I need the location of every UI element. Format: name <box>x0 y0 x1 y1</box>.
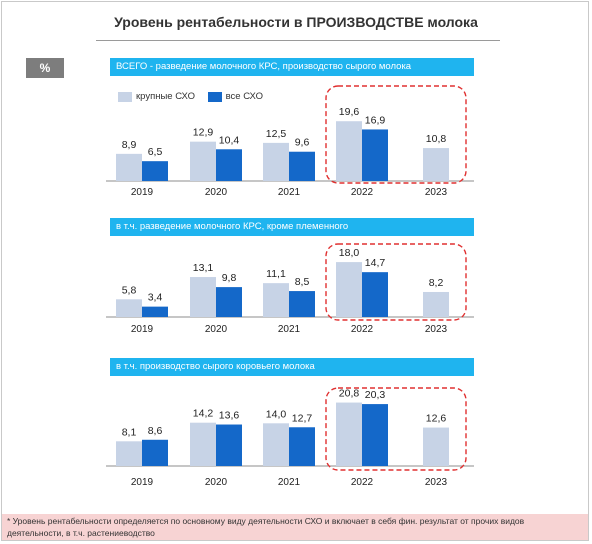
footnote: * Уровень рентабельности определяется по… <box>2 514 588 540</box>
bar-all-1-1 <box>216 287 242 317</box>
value-label-large-1-4: 8,2 <box>429 277 444 289</box>
bar-large-1-0 <box>116 299 142 317</box>
value-label-large-2-2: 14,0 <box>266 408 287 420</box>
bar-large-2-0 <box>116 441 142 466</box>
highlight-box-1 <box>325 243 467 321</box>
tick-label-0-0: 2019 <box>131 187 154 198</box>
legend-item-all: все СХО <box>207 91 263 102</box>
value-label-all-2-1: 13,6 <box>219 410 240 422</box>
value-label-all-1-3: 14,7 <box>365 257 386 269</box>
value-label-all-2-0: 8,6 <box>148 425 163 437</box>
bar-all-0-3 <box>362 129 388 181</box>
bar-all-2-1 <box>216 424 242 466</box>
value-label-all-1-1: 9,8 <box>222 272 237 284</box>
value-label-large-1-2: 11,1 <box>266 268 286 280</box>
value-label-large-0-4: 10,8 <box>426 133 447 145</box>
tick-label-0-4: 2023 <box>425 187 448 198</box>
highlight-box-0 <box>325 85 467 184</box>
legend-swatch-large <box>118 91 132 102</box>
value-label-large-0-0: 8,9 <box>122 139 137 151</box>
tick-label-1-4: 2023 <box>425 324 448 335</box>
bar-all-2-3 <box>362 404 388 466</box>
bar-large-0-0 <box>116 153 142 181</box>
bar-large-0-4 <box>423 148 449 181</box>
bar-large-2-1 <box>190 422 216 466</box>
value-label-large-1-0: 5,8 <box>122 284 137 296</box>
bar-all-2-0 <box>142 439 168 466</box>
legend-label-all: все СХО <box>225 91 263 102</box>
panel-header-non-breeding: в т.ч. разведение молочного КРС, кроме п… <box>110 218 474 236</box>
value-label-large-0-3: 19,6 <box>339 106 360 118</box>
bar-large-1-1 <box>190 277 216 317</box>
bar-all-2-2 <box>289 427 315 466</box>
tick-label-0-2: 2021 <box>278 187 301 198</box>
highlight-box-2 <box>325 387 467 471</box>
value-label-all-2-3: 20,3 <box>365 389 386 401</box>
value-label-large-0-1: 12,9 <box>193 127 214 139</box>
bar-large-0-1 <box>190 141 216 181</box>
tick-label-2-1: 2020 <box>205 477 228 488</box>
value-label-all-1-0: 3,4 <box>148 292 163 304</box>
bar-large-2-2 <box>263 423 289 466</box>
bar-large-1-4 <box>423 291 449 317</box>
tick-label-0-1: 2020 <box>205 187 228 198</box>
legend: крупные СХО все СХО <box>118 91 273 105</box>
bar-all-0-2 <box>289 151 315 181</box>
value-label-all-0-0: 6,5 <box>148 146 163 158</box>
panel-header-raw-milk: в т.ч. производство сырого коровьего мол… <box>110 358 474 376</box>
tick-label-1-2: 2021 <box>278 324 301 335</box>
bar-large-1-3 <box>336 262 362 317</box>
value-label-large-1-3: 18,0 <box>339 247 360 259</box>
tick-label-2-0: 2019 <box>131 477 154 488</box>
bar-large-0-3 <box>336 121 362 181</box>
bar-large-0-2 <box>263 142 289 181</box>
bar-all-1-3 <box>362 272 388 317</box>
tick-label-1-1: 2020 <box>205 324 228 335</box>
bar-all-0-1 <box>216 149 242 181</box>
value-label-large-2-0: 8,1 <box>122 426 137 438</box>
legend-label-large: крупные СХО <box>136 91 195 102</box>
bar-large-2-4 <box>423 427 449 466</box>
value-label-large-2-1: 14,2 <box>193 408 214 420</box>
value-label-all-1-2: 8,5 <box>295 276 310 288</box>
legend-swatch-all <box>207 91 222 102</box>
bar-all-1-0 <box>142 306 168 317</box>
tick-label-2-2: 2021 <box>278 477 301 488</box>
value-label-all-2-2: 12,7 <box>292 412 313 424</box>
tick-label-1-0: 2019 <box>131 324 154 335</box>
tick-label-0-3: 2022 <box>351 187 374 198</box>
bar-large-1-2 <box>263 283 289 317</box>
bar-all-1-2 <box>289 291 315 317</box>
value-label-large-2-4: 12,6 <box>426 413 447 425</box>
legend-item-large: крупные СХО <box>118 91 195 102</box>
page-title: Уровень рентабельности в ПРОИЗВОДСТВЕ мо… <box>114 14 478 30</box>
tick-label-1-3: 2022 <box>351 324 374 335</box>
title-divider <box>96 40 500 41</box>
tick-label-2-3: 2022 <box>351 477 374 488</box>
unit-badge: % <box>26 58 64 78</box>
value-label-large-2-3: 20,8 <box>339 388 360 400</box>
value-label-all-0-3: 16,9 <box>365 114 386 126</box>
panel-header-total: ВСЕГО - разведение молочного КРС, произв… <box>110 58 474 76</box>
value-label-all-0-1: 10,4 <box>219 134 240 146</box>
tick-label-2-4: 2023 <box>425 477 448 488</box>
value-label-large-0-2: 12,5 <box>266 128 287 140</box>
value-label-all-0-2: 9,6 <box>295 137 310 149</box>
bar-large-2-3 <box>336 402 362 466</box>
bar-all-0-0 <box>142 161 168 181</box>
value-label-large-1-1: 13,1 <box>193 262 214 274</box>
